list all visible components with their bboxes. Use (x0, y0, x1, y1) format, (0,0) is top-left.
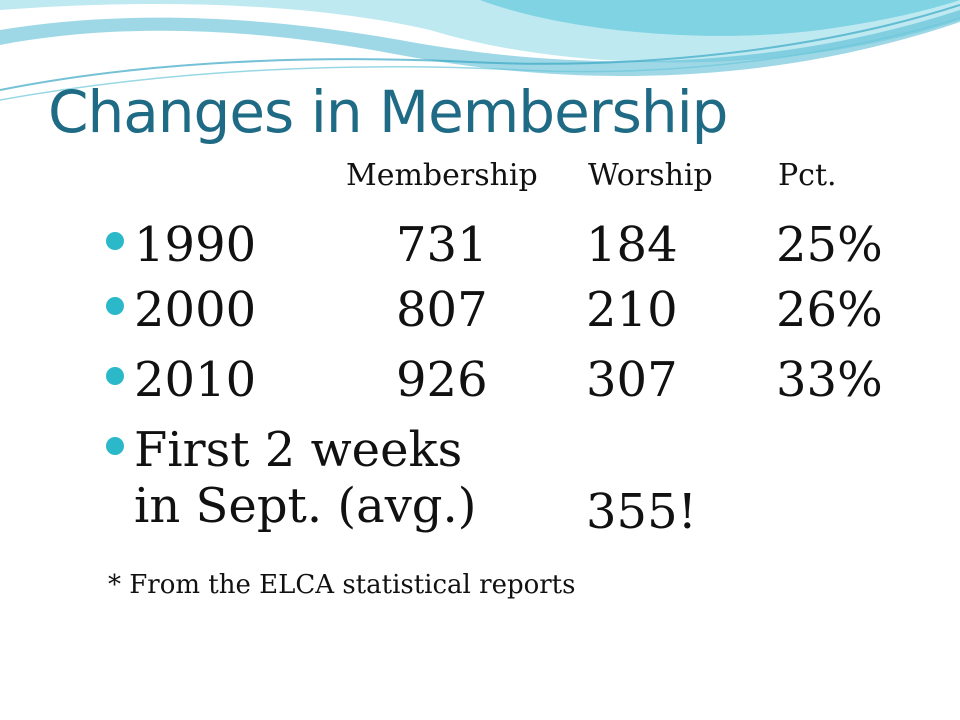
bullet-icon (106, 232, 124, 250)
row-pct: 25% (776, 217, 883, 273)
footnote: * From the ELCA statistical reports (108, 570, 576, 600)
bullet-icon (106, 367, 124, 385)
row-pct: 26% (776, 282, 883, 338)
header-worship: Worship (588, 158, 713, 193)
bullet-icon (106, 437, 124, 455)
special-worship: 355! (586, 484, 697, 540)
row-membership: 807 (396, 282, 488, 338)
special-label-line1: First 2 weeks (134, 422, 463, 478)
table-row-special: First 2 weeks in Sept. (avg.) 355! (0, 420, 960, 540)
table-row: 1990 731 184 25% (0, 215, 960, 275)
table-row: 2010 926 307 33% (0, 350, 960, 410)
row-membership: 926 (396, 352, 488, 408)
table-row: 2000 807 210 26% (0, 280, 960, 340)
bullet-icon (106, 297, 124, 315)
row-worship: 307 (586, 352, 678, 408)
row-year: 1990 (134, 217, 257, 273)
row-membership: 731 (396, 217, 488, 273)
row-year: 2010 (134, 352, 257, 408)
row-year: 2000 (134, 282, 257, 338)
row-worship: 210 (586, 282, 678, 338)
header-wave-decoration (0, 0, 960, 101)
slide-title: Changes in Membership (48, 78, 729, 146)
row-worship: 184 (586, 217, 678, 273)
header-pct: Pct. (778, 158, 837, 193)
header-membership: Membership (346, 158, 538, 193)
special-label-line2: in Sept. (avg.) (134, 478, 477, 534)
row-pct: 33% (776, 352, 883, 408)
